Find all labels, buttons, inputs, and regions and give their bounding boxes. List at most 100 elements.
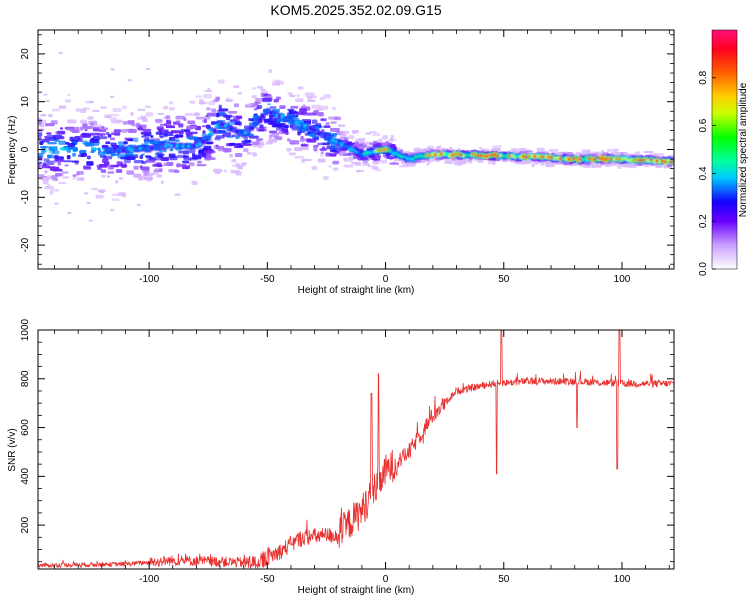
spectrogram-cell [98,127,109,131]
spectrogram-cell [561,157,566,161]
spectrogram-cell [246,129,251,133]
spectrogram-cell [559,157,563,161]
spectrogram-cell [180,128,185,133]
spectrogram-cell [232,128,236,132]
spectrogram-cell [434,147,440,151]
spectrogram-cell [527,155,532,158]
spectrogram-cell [451,154,455,157]
spectrogram-cell [123,141,128,145]
spectrogram-cell [88,219,93,222]
spectrogram-cell [311,119,318,124]
spectrogram-cell [122,105,127,110]
spectrogram-cell [541,155,546,159]
spectrogram-cell [84,129,88,132]
spectrogram-cell [377,148,381,152]
spectrogram-cell [328,164,332,168]
spectrogram-cell [454,152,458,156]
spectrogram-cell [531,163,535,168]
spectrogram-cell [215,144,219,147]
spectrogram-cell [106,116,111,119]
spectrogram-cell [522,155,526,159]
spectrogram-cell [371,150,375,154]
spectrogram-cell [165,120,171,123]
spectrogram-cell [202,130,206,134]
spectrogram-cell [223,114,233,118]
spectrogram-cell [93,124,103,128]
spectrogram-cell [251,141,260,146]
spectrogram-cell [306,126,310,130]
spectrogram-cell [110,95,115,98]
spectrogram-cell [127,170,132,173]
spectrogram-cell [380,148,384,152]
spectrogram-cell [80,119,88,124]
spectrogram-cell [457,148,461,151]
spectrogram-cell [332,167,339,171]
spectrogram-cell [295,121,299,124]
spectrogram-cell [462,158,467,162]
spectrogram-cell [198,142,202,146]
spectrogram-cell [218,108,229,112]
spectrogram-cell [170,144,174,148]
spectrogram-cell [369,142,373,145]
spectrogram-cell [160,180,164,184]
snr-x-tick-label: 0 [383,574,389,585]
spectrogram-cell [241,133,245,136]
spectrogram-cell [116,148,120,152]
spectrogram-cell [246,151,251,155]
spectrogram-cell [643,150,654,154]
spectrogram-cell [92,136,101,141]
spectrogram-cell [145,159,156,163]
spectrogram-cell [161,157,169,162]
spectrogram-y-tick-label: -10 [20,190,31,205]
spectrogram-cell [117,192,126,197]
spectrogram-cell [169,101,173,105]
spectrogram-cell [126,128,134,132]
spectrogram-cell [157,112,165,116]
spectrogram-cell [426,162,430,166]
spectrogram-cell [488,154,492,157]
spectrogram-cell [320,133,324,137]
spectrogram-cell [318,111,324,117]
spectrogram-cell [468,153,472,157]
spectrogram-cell [218,130,227,134]
spectrogram-cell [278,115,282,118]
spectrogram-cell [289,118,293,122]
spectrogram-cell [266,94,273,98]
spectrogram-cell [133,165,139,170]
spectrogram-cell [655,164,665,168]
spectrogram-cell [311,104,321,109]
spectrogram-cell [58,181,67,185]
spectrogram-cell [202,116,211,120]
spectrogram-cell [351,129,360,134]
colorbar-tick-label: 0.2 [698,214,709,228]
spectrogram-cell [604,158,608,162]
spectrogram-cell [57,161,62,166]
spectrogram-cell [512,149,517,154]
spectrogram-cell [492,145,502,148]
spectrogram-cell [598,157,602,160]
spectrogram-cell [301,146,309,151]
spectrogram-cell [319,97,325,101]
spectrogram-cell [127,138,134,142]
spectrogram-cell [644,158,648,161]
spectrogram-cell [252,152,257,157]
spectrogram-cell [581,149,591,152]
spectrogram-cell [255,97,263,102]
spectrogram-cell [618,158,622,162]
spectrogram-cell [385,148,390,151]
spectrogram-cell [334,150,339,155]
spectrogram-cell [49,166,60,171]
spectrogram-cell [229,127,234,131]
spectrogram-cell [48,114,53,118]
spectrogram-cell [271,82,281,86]
spectrogram-cell [576,158,580,162]
spectrogram-cell [217,147,224,152]
spectrogram-cell [285,131,289,135]
spectrogram-cell [158,168,163,172]
spectrogram-cell [507,154,512,158]
spectrogram-cell [231,134,236,137]
spectrogram-cell [255,120,259,123]
spectrogram-cell [610,158,614,161]
spectrogram-cell [601,157,605,160]
spectrogram-cell [225,99,233,102]
